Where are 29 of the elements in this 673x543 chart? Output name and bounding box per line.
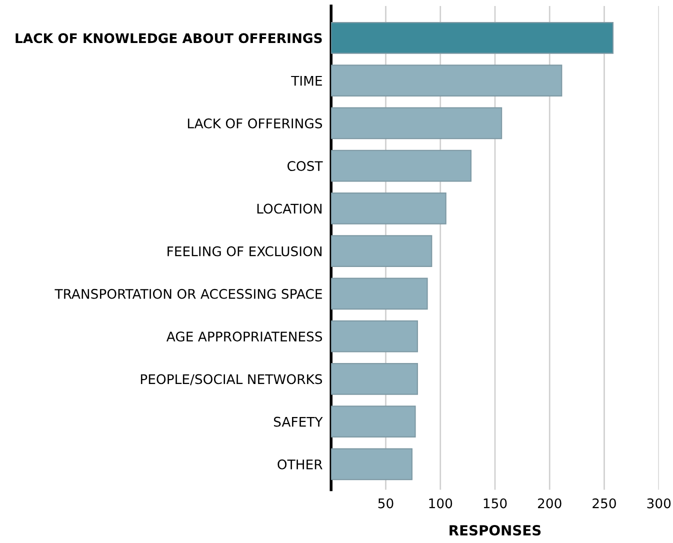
x-tick-label: 300 — [647, 498, 671, 508]
bar — [331, 320, 418, 352]
y-tick-label: LACK OF OFFERINGS — [188, 118, 322, 128]
x-tick-label: 200 — [538, 498, 562, 508]
x-tick-label: 50 — [378, 498, 394, 508]
y-tick-label: COST — [287, 161, 323, 172]
y-tick-label: TIME — [291, 76, 322, 86]
bar — [331, 406, 416, 438]
bar — [331, 363, 418, 395]
bar — [331, 107, 502, 140]
y-tick-label: TRANSPORTATION OR ACCESSING SPACE — [54, 288, 322, 299]
x-axis-title: RESPONSES — [450, 525, 541, 536]
bar — [331, 150, 472, 182]
bar — [331, 278, 428, 310]
bar — [331, 448, 413, 480]
y-tick-label: FEELING OF EXCLUSION — [168, 246, 322, 256]
bar — [331, 22, 614, 54]
x-tick-label: 150 — [484, 498, 507, 508]
y-tick-label: OTHER — [278, 459, 322, 470]
y-tick-label: SAFETY — [274, 416, 323, 427]
bar — [331, 192, 446, 224]
x-tick-label: 100 — [429, 498, 452, 508]
y-tick-label: LOCATION — [257, 204, 322, 214]
bar — [331, 64, 562, 96]
y-tick-label: LACK OF KNOWLEDGE ABOUT OFFERINGS — [16, 33, 322, 44]
bar — [331, 235, 432, 267]
y-tick-label: AGE APPROPRIATENESS — [166, 332, 322, 342]
x-tick-label: 250 — [592, 498, 616, 508]
y-tick-label: PEOPLE/SOCIAL NETWORKS — [140, 374, 322, 386]
